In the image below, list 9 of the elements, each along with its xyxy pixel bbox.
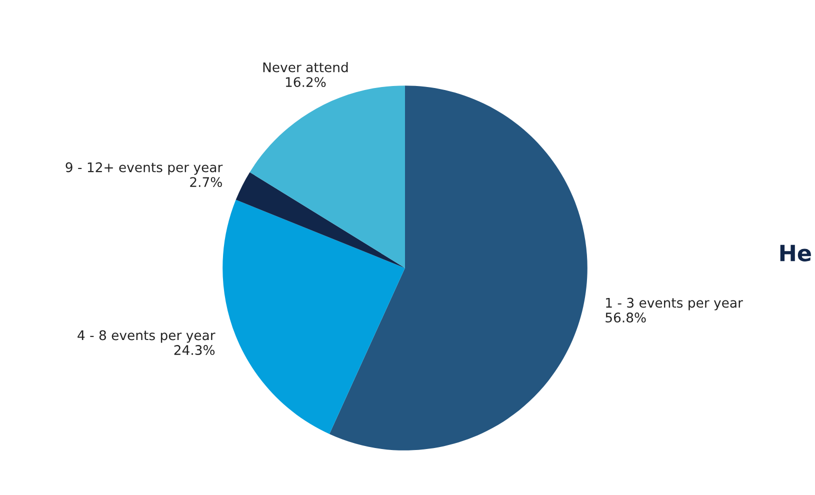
data-label: 56.8% [606, 312, 646, 323]
slice-label: 9 - 12+ events per year [66, 162, 223, 175]
data-label: 24.3% [174, 345, 215, 356]
slice-label: Never attend [263, 62, 348, 72]
text: He [780, 244, 811, 262]
slice-label: 1 - 3 events per year [606, 298, 743, 310]
data-label: 16.2% [286, 77, 326, 88]
data-label: 2.7% [190, 177, 222, 188]
slice-label: 4 - 8 events per year [78, 330, 216, 343]
